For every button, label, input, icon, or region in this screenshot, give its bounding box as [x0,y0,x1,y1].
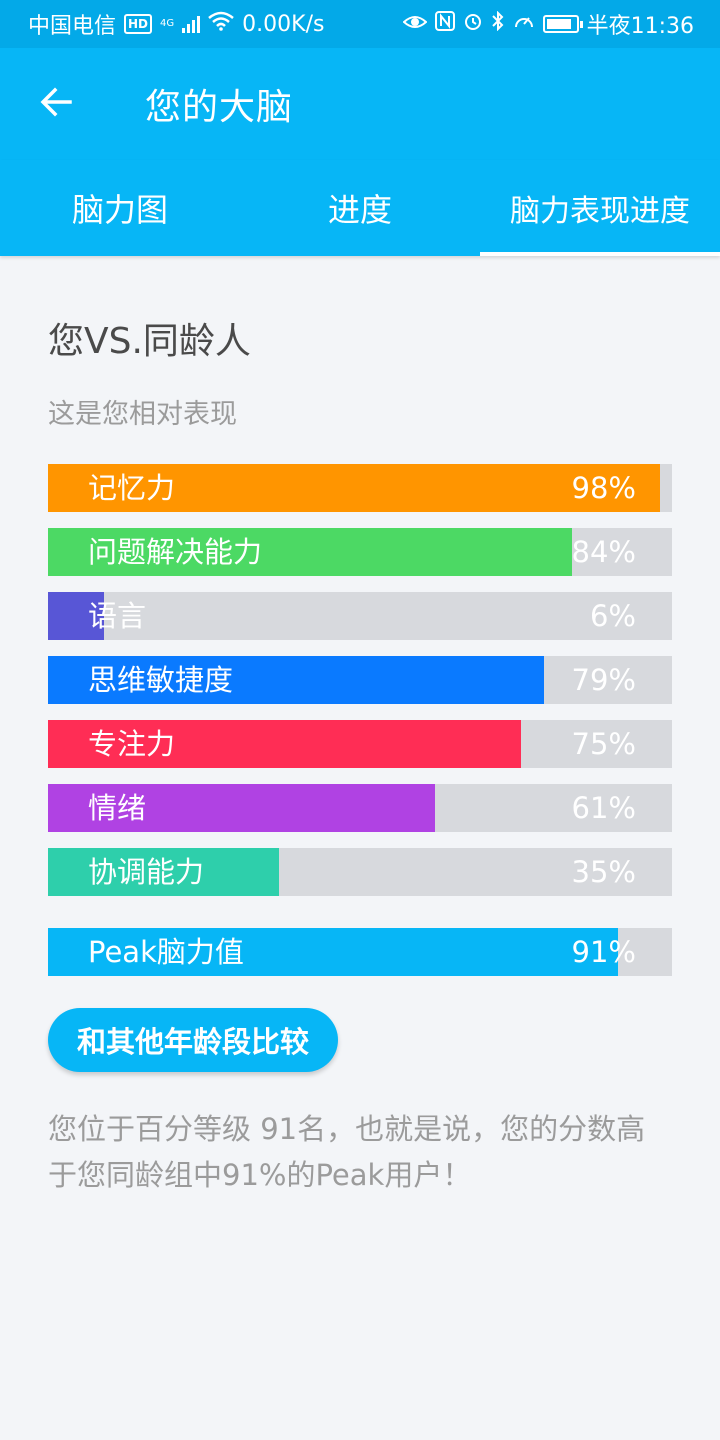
battery-icon [542,15,583,33]
tab-performance-progress[interactable]: 脑力表现进度 [480,160,720,256]
bar-row: 专注力 75% [48,720,672,768]
bluetooth-icon [491,10,505,37]
speed-icon [513,11,535,37]
bar-fill [48,656,545,704]
bar-label: 问题解决能力 [88,535,263,569]
bar-value: 35% [571,855,636,889]
bar-value: 6% [589,599,636,633]
percentile-summary: 您位于百分等级 91名，也就是说，您的分数高于您同龄组中91%的Peak用户！ [48,1112,646,1192]
app-bar: 您的大脑 [0,48,720,160]
tab-progress[interactable]: 进度 [327,191,392,229]
bar-row: 协调能力 35% [48,848,672,896]
section-title: 您VS.同龄人 [48,321,251,362]
bar-label: 协调能力 [88,855,205,889]
back-button[interactable] [28,74,84,130]
bar-row: 问题解决能力 84% [48,528,672,576]
bar-fill [48,464,660,512]
bar-fill [48,528,573,576]
bar-value: 98% [571,471,636,505]
clock-time: 半夜11:36 [586,14,694,39]
network-speed: 0.00K/s [242,11,325,37]
page-title: 您的大脑 [145,87,294,128]
bar-fill [48,592,105,640]
eye-icon [402,12,428,37]
section-subtitle: 这是您相对表现 [48,399,237,430]
peak-bar-row: Peak脑力值 91% [48,928,672,976]
wifi-icon [208,11,234,37]
bar-row: 情绪 61% [48,784,672,832]
bar-label: 情绪 [88,791,147,825]
bar-fill [48,848,279,896]
bar-value: 61% [571,791,636,825]
bar-fill [48,720,521,768]
bar-fill [48,928,618,976]
nfc-icon [434,11,455,37]
bar-label: 记忆力 [88,471,176,505]
bar-label: 专注力 [88,727,176,761]
status-left: 中国电信 HD 4G 0.00K/s [28,8,324,40]
bar-value: 91% [571,935,636,969]
carrier-name: 中国电信 [28,14,117,39]
alarm-icon [463,11,483,37]
signal-icon [182,15,201,33]
back-arrow-icon [40,87,72,117]
bar-value: 84% [571,535,636,569]
tab-bar: 脑力图 进度 脑力表现进度 [0,160,720,256]
bar-label: 语言 [88,599,147,633]
bar-label: Peak脑力值 [88,935,244,969]
network-type: 4G [160,18,175,29]
status-right: 半夜11:36 [402,8,694,40]
bar-value: 75% [571,727,636,761]
bar-row: 思维敏捷度 79% [48,656,672,704]
bar-label: 思维敏捷度 [88,663,234,697]
tab-brain-map[interactable]: 脑力图 [71,191,168,229]
hd-badge: HD [124,14,153,34]
bar-value: 79% [571,663,636,697]
bar-row: 语言 6% [48,592,672,640]
status-bar: 中国电信 HD 4G 0.00K/s [0,0,720,48]
bar-row: 记忆力 98% [48,464,672,512]
compare-age-groups-button[interactable]: 和其他年龄段比较 [48,1008,338,1072]
bar-fill [48,784,435,832]
